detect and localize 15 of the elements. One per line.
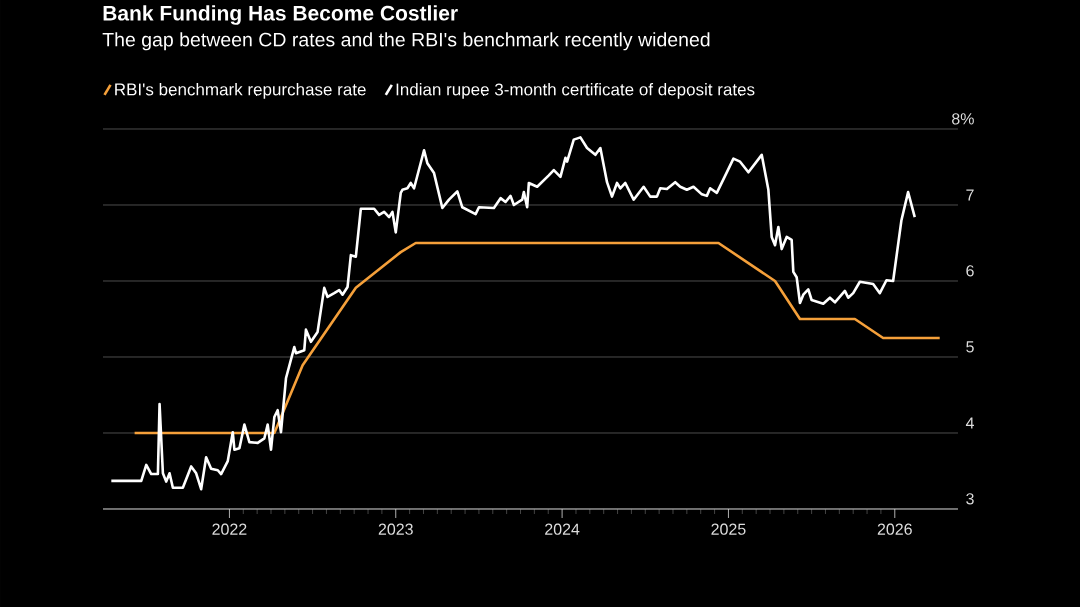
x-tick-label: 2024: [545, 523, 580, 535]
y-tick-label: 6: [966, 265, 974, 277]
legend-label: Indian rupee 3-month certificate of deposit rates: [396, 82, 755, 99]
x-tick-label: 2023: [378, 523, 413, 535]
legend-label: RBI's benchmark repurchase rate: [115, 82, 366, 99]
y-tick-label: 4: [965, 417, 974, 429]
y-tick-label: 5: [966, 341, 974, 353]
chart-subtitle: The gap between CD rates and the RBI's benchmark recently widened: [102, 32, 710, 51]
y-tick-label: 7: [966, 189, 974, 201]
y-tick-label: 3: [966, 493, 974, 505]
y-tick-label: 8%: [952, 113, 974, 125]
x-tick-label: 2022: [212, 523, 247, 535]
chart-title: Bank Funding Has Become Costlier: [103, 5, 458, 25]
x-tick-label: 2025: [711, 523, 746, 535]
x-tick-label: 2026: [877, 523, 912, 535]
